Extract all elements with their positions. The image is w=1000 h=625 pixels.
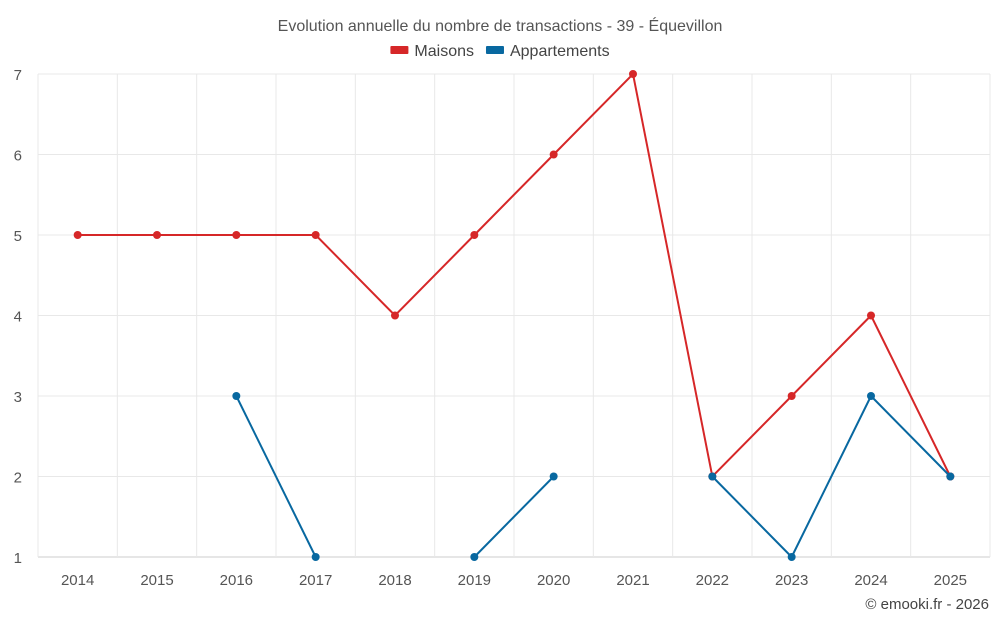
data-point-appartements [708, 472, 717, 481]
x-tick-label: 2021 [616, 572, 649, 589]
data-point-appartements [470, 553, 479, 561]
data-point-maisons [311, 231, 320, 239]
data-point-appartements [549, 472, 558, 481]
legend-item-appartements[interactable]: Appartements [485, 43, 610, 60]
x-tick-label: 2025 [934, 572, 967, 589]
legend-label: Appartements [510, 43, 610, 60]
y-tick-label: 1 [14, 550, 22, 567]
data-point-maisons [232, 231, 241, 239]
series-line-appartements [711, 394, 952, 559]
grid [37, 73, 991, 558]
series-line-appartements [235, 395, 317, 558]
chart-title: Evolution annuelle du nombre de transact… [278, 16, 723, 35]
x-tick-label: 2024 [854, 572, 887, 589]
y-tick-label: 3 [14, 389, 22, 406]
legend-item-maisons[interactable]: Maisons [390, 43, 474, 60]
data-point-maisons [787, 392, 796, 400]
data-point-maisons [391, 311, 399, 320]
legend: Maisons Appartements [390, 43, 610, 60]
series-appartements [232, 392, 955, 561]
x-tick-label: 2017 [299, 572, 332, 589]
data-point-maisons [73, 231, 82, 239]
x-tick-label: 2023 [775, 572, 808, 589]
series-maisons [73, 70, 955, 481]
y-tick-label: 6 [14, 148, 22, 165]
y-tick-label: 2 [14, 470, 22, 487]
x-tick-label: 2016 [220, 572, 253, 589]
y-tick-label: 7 [14, 67, 22, 84]
data-point-appartements [787, 553, 796, 561]
x-tick-label: 2014 [61, 572, 94, 589]
data-point-appartements [946, 472, 955, 481]
legend-swatch [485, 46, 504, 54]
x-tick-label: 2015 [140, 572, 173, 589]
x-tick-label: 2020 [537, 572, 570, 589]
x-axis-ticks: 2014 2015 2016 2017 2018 2019 2020 2021 2022 2023… [61, 572, 967, 589]
x-tick-label: 2018 [378, 572, 411, 589]
data-point-appartements [867, 392, 875, 400]
data-point-maisons [629, 70, 637, 78]
series [73, 70, 955, 561]
legend-swatch [390, 46, 409, 54]
series-line-appartements [473, 475, 555, 558]
y-axis-ticks: 1 2 3 4 5 6 7 [14, 67, 22, 567]
series-line-maisons [77, 71, 952, 479]
legend-label: Maisons [414, 43, 474, 60]
data-point-maisons [867, 311, 875, 320]
y-tick-label: 4 [14, 309, 22, 326]
data-point-maisons [549, 150, 558, 159]
credit-text: © emooki.fr - 2026 [865, 596, 989, 613]
data-point-appartements [311, 553, 320, 561]
x-tick-label: 2022 [696, 572, 729, 589]
data-point-appartements [232, 392, 241, 400]
data-point-maisons [153, 231, 161, 239]
y-tick-label: 5 [14, 228, 22, 245]
x-tick-label: 2019 [458, 572, 491, 589]
data-point-maisons [470, 231, 479, 239]
